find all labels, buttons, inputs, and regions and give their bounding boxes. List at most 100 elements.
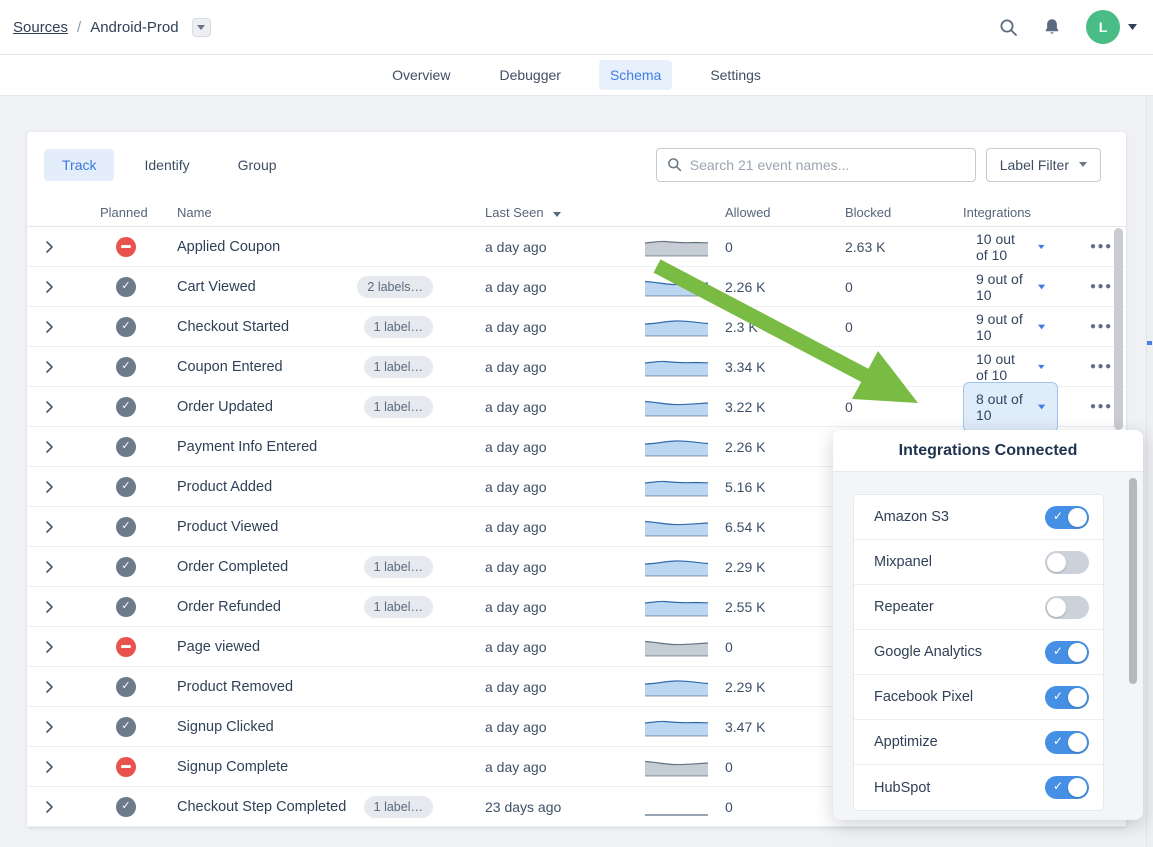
account-menu[interactable]: L [1086,10,1137,44]
integration-toggle[interactable]: ✓ [1045,505,1089,529]
row-menu-button[interactable]: ●●● [1090,241,1113,252]
integrations-dropdown[interactable]: 9 out of 10 [963,262,1058,312]
event-name[interactable]: Product Removed [177,678,294,695]
tab-settings[interactable]: Settings [710,67,761,83]
row-expand-button[interactable] [27,520,73,533]
planned-check-icon: ✓ [116,436,136,457]
integration-toggle[interactable]: ✓ [1045,776,1089,799]
row-expand-button[interactable] [27,280,73,293]
integration-toggle[interactable]: ✓ [1045,640,1089,664]
chevron-right-icon [46,760,53,773]
integration-toggle[interactable]: ✓ [1045,685,1089,709]
sort-caret-icon [553,211,562,217]
event-name[interactable]: Page viewed [177,638,261,655]
toggle-knob [1068,642,1087,662]
notifications-button[interactable] [1042,18,1062,36]
labels-badge[interactable]: 1 label… [363,555,433,578]
row-menu-button[interactable]: ●●● [1090,281,1113,292]
event-name[interactable]: Product Viewed [177,518,279,535]
row-expand-button[interactable] [27,400,73,413]
check-icon: ✓ [1053,643,1064,658]
integrations-dropdown[interactable]: 10 out of 10 [963,222,1058,272]
volume-sparkline [645,596,725,618]
planned-check-icon: ✓ [116,716,136,737]
labels-badge[interactable]: 1 label… [363,395,433,418]
row-expand-button[interactable] [27,320,73,333]
labels-badge[interactable]: 1 label… [363,595,433,618]
popover-scrollbar-thumb[interactable] [1129,478,1137,684]
row-menu-button[interactable]: ●●● [1090,361,1113,372]
integration-name: Amazon S3 [874,509,949,525]
avatar[interactable]: L [1086,10,1120,44]
integrations-dropdown[interactable]: 9 out of 10 [963,302,1058,352]
chevron-right-icon [46,320,53,333]
event-name[interactable]: Signup Complete [177,758,289,775]
event-name[interactable]: Order Completed [177,558,289,575]
integration-toggle[interactable]: ✓ [1045,730,1089,754]
toggle-knob [1047,597,1066,617]
volume-sparkline [645,516,725,538]
row-expand-button[interactable] [27,640,73,653]
event-name[interactable]: Order Refunded [177,598,281,615]
row-expand-button[interactable] [27,360,73,373]
label-filter-button[interactable]: Label Filter [985,147,1101,182]
table-scrollbar-thumb[interactable] [1114,228,1123,430]
integration-row: Amazon S3 ✓ [854,495,1103,540]
page-scrollbar-marker [1147,341,1152,345]
last-seen-value: a day ago [485,278,547,295]
event-name[interactable]: Product Added [177,478,273,495]
table-body: Applied Coupon a day ago 0 2.63 K 10 out… [27,227,1126,827]
allowed-count: 3.47 K [725,718,766,735]
labels-badge[interactable]: 1 label… [363,795,433,818]
event-name[interactable]: Order Updated [177,398,273,415]
event-name[interactable]: Checkout Started [177,318,290,335]
row-menu-button[interactable]: ●●● [1090,321,1113,332]
toggle-knob [1068,778,1087,797]
chevron-right-icon [46,640,53,653]
allowed-count: 2.26 K [725,438,766,455]
integrations-dropdown[interactable]: 10 out of 10 [963,342,1058,392]
tab-overview[interactable]: Overview [392,67,451,83]
page-scrollbar-track[interactable] [1146,96,1153,847]
integration-row: Facebook Pixel ✓ [854,675,1103,720]
labels-badge[interactable]: 2 labels… [357,275,433,298]
type-tab-track[interactable]: Track [44,148,115,181]
integration-toggle[interactable]: ✓ [1045,595,1089,619]
source-switcher-button[interactable] [191,17,211,37]
last-seen-value: a day ago [485,678,547,695]
caret-down-icon [1038,364,1045,369]
search-button[interactable] [999,18,1018,37]
event-name[interactable]: Signup Clicked [177,718,274,735]
header-last-seen[interactable]: Last Seen [485,205,645,220]
type-tab-identify[interactable]: Identify [144,156,190,173]
row-expand-button[interactable] [27,600,73,613]
row-expand-button[interactable] [27,800,73,813]
tab-schema[interactable]: Schema [598,60,673,90]
row-menu-button[interactable]: ●●● [1090,401,1113,412]
row-expand-button[interactable] [27,680,73,693]
event-name[interactable]: Checkout Step Completed [177,798,347,815]
event-name[interactable]: Cart Viewed [177,278,256,295]
event-search[interactable] [655,147,976,182]
row-expand-button[interactable] [27,560,73,573]
allowed-count: 0 [725,238,733,255]
row-expand-button[interactable] [27,480,73,493]
event-name[interactable]: Payment Info Entered [177,438,318,455]
allowed-count: 0 [725,638,733,655]
row-expand-button[interactable] [27,760,73,773]
row-expand-button[interactable] [27,240,73,253]
event-search-input[interactable] [689,156,965,173]
labels-badge[interactable]: 1 label… [363,355,433,378]
type-tab-group[interactable]: Group [237,156,277,173]
allowed-count: 2.29 K [725,678,766,695]
event-name[interactable]: Coupon Entered [177,358,283,375]
labels-badge[interactable]: 1 label… [363,315,433,338]
row-expand-button[interactable] [27,720,73,733]
integration-toggle[interactable]: ✓ [1045,550,1089,574]
tab-debugger[interactable]: Debugger [499,67,561,83]
row-expand-button[interactable] [27,440,73,453]
integrations-dropdown[interactable]: 8 out of 10 [963,381,1058,432]
breadcrumb-sources-link[interactable]: Sources [13,18,69,36]
breadcrumb-separator: / [77,18,82,36]
event-name[interactable]: Applied Coupon [177,238,281,255]
